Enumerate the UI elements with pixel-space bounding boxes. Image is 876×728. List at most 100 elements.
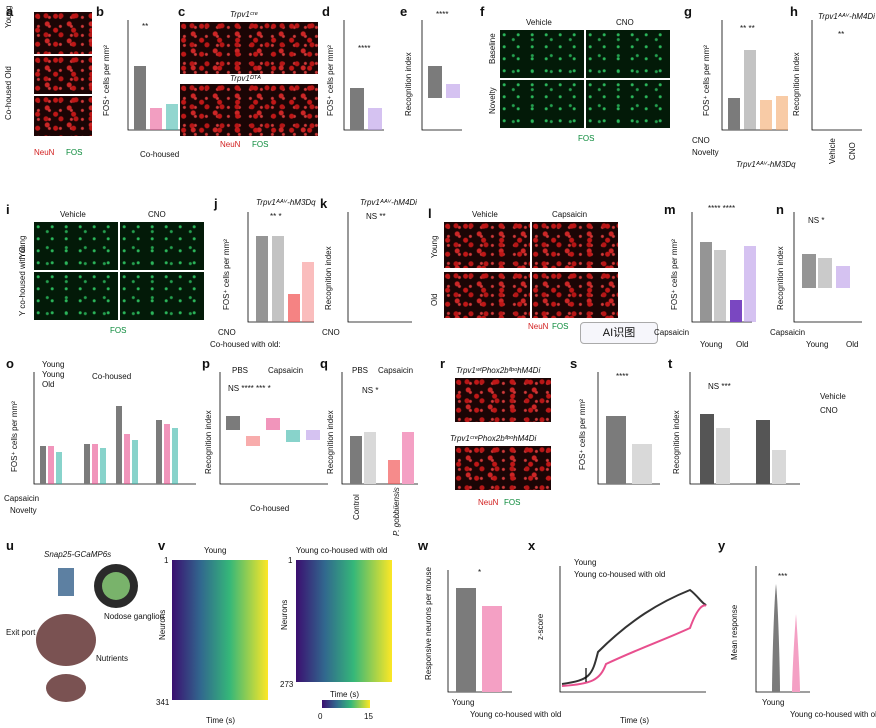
panel-letter-v: v xyxy=(158,538,166,553)
label-novelty-o: Novelty xyxy=(10,506,37,515)
panel-letter-y: y xyxy=(718,538,726,553)
label-cno-i: CNO xyxy=(148,210,166,219)
legend-cohoused-o: Co-housed xyxy=(92,372,132,381)
sig-y: *** xyxy=(778,572,788,581)
label-phox-wt-r: Trpv1ʷᵗPhox2bᶠˡᵖᵒhM4Di xyxy=(456,366,541,375)
label-vehicle-l: Vehicle xyxy=(472,210,498,219)
mouse-illustration xyxy=(36,564,138,702)
panel-letter-l: l xyxy=(428,206,432,221)
panel-letter-d: d xyxy=(322,4,330,19)
label-old-l: Old xyxy=(430,293,439,306)
label-cno-j: CNO xyxy=(218,328,236,337)
label-cno-g: CNO xyxy=(692,136,710,145)
heatmap-v-co xyxy=(296,560,392,682)
panel-letter-p: p xyxy=(202,356,210,371)
sig-k: NS ** xyxy=(366,212,386,221)
panel-letter-c: c xyxy=(178,4,186,19)
ylabel-d: FOS⁺ cells per mm² xyxy=(326,45,335,116)
xlabel-x: Time (s) xyxy=(620,716,650,725)
micrograph-l-1 xyxy=(444,222,530,268)
micrograph-a-young xyxy=(34,12,92,54)
label-young-y: Young xyxy=(762,698,785,707)
label-fos-a: FOS xyxy=(66,148,83,157)
micrograph-f-3 xyxy=(500,80,584,128)
label-vehicle-f: Vehicle xyxy=(526,18,552,27)
ylabel-x: z-score xyxy=(536,613,545,640)
label-y-cohoused-i: Y co-housed with O xyxy=(18,246,27,316)
legend-old-o: Old xyxy=(42,380,55,389)
ylabel-e: Recognition index xyxy=(404,52,413,116)
label-trpv1-hm4di-k: Trpv1ᴬᴬⱽ-hM4Di xyxy=(360,198,417,207)
ylabel-k: Recognition index xyxy=(324,246,333,310)
ylabel-b: FOS⁺ cells per mm² xyxy=(102,45,111,116)
panel-letter-e: e xyxy=(400,4,408,19)
sig-s: **** xyxy=(616,372,629,381)
label-trpv1-hm3dq-j: Trpv1ᴬᴬⱽ-hM3Dq xyxy=(256,198,316,207)
panel-letter-o: o xyxy=(6,356,14,371)
panel-letter-s: s xyxy=(570,356,578,371)
micrograph-f-2 xyxy=(586,30,670,78)
label-cohoused-old-j: Co-housed with old: xyxy=(210,340,281,349)
ylabel-y: Mean response xyxy=(730,604,739,660)
xlabel-v-1: Time (s) xyxy=(206,716,236,725)
sig-m: **** **** xyxy=(708,204,736,213)
micrograph-i-2 xyxy=(120,222,204,270)
label-young-w: Young xyxy=(452,698,475,707)
label-capsaicin-l: Capsaicin xyxy=(552,210,588,219)
bars-b xyxy=(134,66,178,130)
heatmap-v-young xyxy=(172,560,268,700)
label-neun-c: NeuN xyxy=(220,140,241,149)
label-capsaicin-o: Capsaicin xyxy=(4,494,40,503)
sig-b: ** xyxy=(142,22,149,31)
micrograph-l-2 xyxy=(532,222,618,268)
label-young-m: Young xyxy=(700,340,723,349)
label-pgobbi-q: P. gobbiiensis xyxy=(392,487,401,536)
label-co-w: Young co-housed with old xyxy=(470,710,562,719)
micrograph-i-4 xyxy=(120,272,204,320)
label-exit-port-u: Exit port xyxy=(6,628,36,637)
micrograph-r-1 xyxy=(455,378,551,422)
label-co-y: Young co-housed with old xyxy=(790,710,876,719)
sig-w: * xyxy=(478,568,482,577)
sig-n: NS * xyxy=(808,216,825,225)
legend-young-o: Young xyxy=(42,360,65,369)
label-cohoused-p: Co-housed xyxy=(250,504,290,513)
title-v-co: Young co-housed with old xyxy=(296,546,388,555)
panel-letter-q: q xyxy=(320,356,328,371)
panel-letter-r: r xyxy=(440,356,446,371)
micrograph-i-3 xyxy=(34,272,118,320)
heatmap-colorbar xyxy=(322,700,370,708)
label-nutrients-u: Nutrients xyxy=(96,654,129,663)
panel-letter-k: k xyxy=(320,196,328,211)
panel-letter-j: j xyxy=(214,196,218,211)
label-neun-a: NeuN xyxy=(34,148,55,157)
ylabel-m: FOS⁺ cells per mm² xyxy=(670,239,679,310)
label-old-m: Old xyxy=(736,340,749,349)
ylabel-p: Recognition index xyxy=(204,410,213,474)
xlabel-v-2: Time (s) xyxy=(330,690,360,699)
ylabel-w: Responsive neurons per mouse xyxy=(424,567,433,680)
micrograph-a-cohoused-young xyxy=(34,56,92,94)
sig-p: NS **** *** * xyxy=(228,384,271,393)
micrograph-l-3 xyxy=(444,272,530,318)
sig-q: NS * xyxy=(362,386,379,395)
label-cno-f: CNO xyxy=(616,18,634,27)
legend-young-x: Young xyxy=(574,558,597,567)
micrograph-i-1 xyxy=(34,222,118,270)
legend-young2-o: Young xyxy=(42,370,65,379)
ai-recognition-badge[interactable]: AI识图 xyxy=(580,322,658,344)
label-capsaicin-m: Capsaicin xyxy=(654,328,690,337)
panel-letter-b: b xyxy=(96,4,104,19)
label-fos-f: FOS xyxy=(578,134,595,143)
colorbar-max: 15 xyxy=(364,712,373,721)
micrograph-c-dta xyxy=(180,84,318,136)
label-cohoused-b: Co-housed xyxy=(140,150,180,159)
sig-j: ** * xyxy=(270,212,282,221)
ylabel-g: FOS⁺ cells per mm² xyxy=(702,45,711,116)
ylabel-v-1: Neurons xyxy=(158,609,167,640)
panel-letter-h: h xyxy=(790,4,798,19)
label-trpv1-cre-c: Trpv1ᶜʳᵉ xyxy=(230,10,258,19)
sig-d: **** xyxy=(358,44,371,53)
label-phox-cre-r: Trpv1ᶜʳᵉPhox2bᶠˡᵖᵒhM4Di xyxy=(450,434,537,443)
panel-letter-m: m xyxy=(664,202,676,217)
